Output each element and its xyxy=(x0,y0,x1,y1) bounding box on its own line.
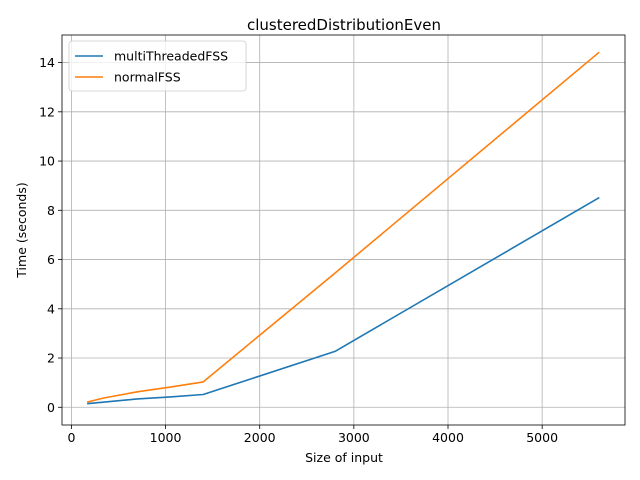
y-tick-label: 0 xyxy=(47,400,55,415)
y-tick-label: 6 xyxy=(47,252,55,267)
series-layer xyxy=(86,51,600,405)
data-point-multiThreadedFSS-6 xyxy=(598,197,600,199)
data-point-multiThreadedFSS-3 xyxy=(169,396,171,398)
legend: multiThreadedFSS normalFSS xyxy=(68,40,247,92)
data-point-normalFSS-1 xyxy=(104,397,106,399)
legend-label-normalFSS: normalFSS xyxy=(114,70,181,85)
x-axis: 0 1000 2000 3000 4000 5000 xyxy=(67,425,558,445)
x-tick-label: 2000 xyxy=(244,430,276,445)
data-point-multiThreadedFSS-1 xyxy=(104,401,106,403)
data-point-normalFSS-4 xyxy=(202,381,204,383)
data-point-normalFSS-2 xyxy=(137,391,139,393)
data-point-normalFSS-3 xyxy=(169,386,171,388)
data-point-normalFSS-5 xyxy=(334,272,336,274)
x-tick-label: 0 xyxy=(67,430,75,445)
data-point-normalFSS-6 xyxy=(598,52,600,54)
y-tick-label: 10 xyxy=(39,154,55,169)
x-tick-label: 1000 xyxy=(150,430,182,445)
legend-label-multiThreadedFSS: multiThreadedFSS xyxy=(114,49,228,64)
y-tick-label: 4 xyxy=(47,301,55,316)
y-tick-label: 2 xyxy=(47,351,55,366)
plot-frame xyxy=(61,34,626,426)
y-axis: 0 2 4 6 8 10 12 14 xyxy=(39,55,62,415)
x-tick-label: 4000 xyxy=(432,430,464,445)
y-axis-label: Time (seconds) xyxy=(14,182,29,278)
y-tick-label: 8 xyxy=(47,203,55,218)
data-point-multiThreadedFSS-4 xyxy=(202,394,204,396)
series-line-multiThreadedFSS xyxy=(87,196,600,405)
grid xyxy=(62,35,625,425)
x-tick-label: 5000 xyxy=(526,430,558,445)
x-tick-label: 3000 xyxy=(338,430,370,445)
data-point-multiThreadedFSS-2 xyxy=(137,398,139,400)
y-tick-label: 14 xyxy=(39,55,55,70)
x-axis-label: Size of input xyxy=(305,450,383,465)
data-point-multiThreadedFSS-5 xyxy=(334,351,336,353)
y-tick-label: 12 xyxy=(39,104,55,119)
series-line-normalFSS xyxy=(86,51,600,403)
chart-title: clusteredDistributionEven xyxy=(247,16,441,34)
legend-box xyxy=(68,40,247,92)
data-point-multiThreadedFSS-0 xyxy=(87,403,89,405)
data-point-normalFSS-0 xyxy=(87,401,89,403)
